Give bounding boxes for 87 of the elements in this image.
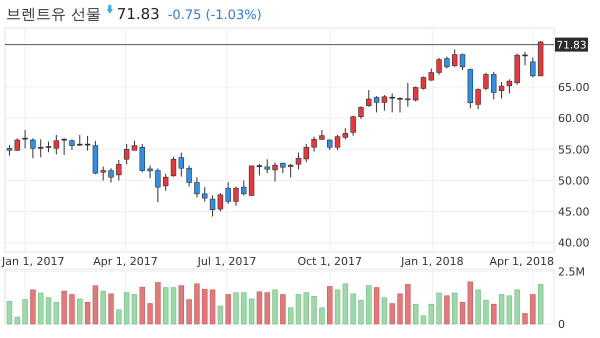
bar [108, 294, 114, 324]
bar [350, 294, 356, 324]
x-tick-label: Oct 1, 2017 [297, 255, 362, 268]
bar [132, 294, 138, 324]
bar [84, 302, 90, 324]
bar [483, 300, 489, 324]
bar [405, 284, 411, 324]
bar [69, 294, 75, 324]
bar [319, 307, 325, 324]
bar [374, 287, 380, 324]
x-tick-label: Jan 1, 2017 [1, 255, 64, 268]
bar [296, 294, 302, 324]
bar [342, 283, 348, 324]
bar [288, 307, 294, 324]
bar [334, 290, 340, 324]
y-tick-label: 55.00 [558, 143, 590, 156]
bar [389, 303, 395, 324]
bar [272, 290, 278, 324]
text: -0.75 (-1.03%) [168, 8, 262, 23]
bar [162, 287, 168, 324]
bar [194, 283, 200, 324]
bar [210, 290, 216, 324]
bar [61, 290, 67, 324]
x-tick-label: Apr 1, 2018 [489, 255, 554, 268]
bar [506, 295, 512, 324]
bar [92, 285, 98, 324]
bar [358, 300, 364, 324]
bar [530, 294, 536, 324]
bar [147, 303, 153, 324]
x-tick-label: Jul 1, 2017 [196, 255, 256, 268]
y-tick-label: 45.00 [558, 206, 590, 219]
y-tick-label: 60.00 [558, 112, 590, 126]
bar [248, 298, 254, 324]
bar [77, 298, 82, 324]
bar [186, 299, 192, 324]
bar [468, 282, 474, 324]
y-tick-label: 0 [558, 318, 565, 331]
bar [170, 287, 176, 324]
bar [412, 304, 418, 324]
bar [140, 286, 145, 324]
y-tick-label: 50.00 [558, 174, 590, 188]
bar [14, 316, 20, 324]
bar [311, 296, 317, 324]
bar [46, 297, 52, 324]
bar [178, 285, 184, 324]
bar [225, 294, 231, 324]
bar [326, 286, 332, 324]
bar [100, 290, 106, 324]
bar [491, 304, 496, 324]
bar [452, 292, 458, 324]
bar [382, 297, 388, 324]
bar [124, 292, 130, 324]
bar [522, 313, 528, 324]
bar [6, 301, 12, 324]
y-tick-label: 40.00 [558, 236, 590, 250]
ref-line-label: 71.83 [556, 40, 587, 52]
bar [538, 284, 544, 324]
bar [366, 285, 372, 324]
bar [38, 292, 44, 324]
bar [475, 290, 481, 324]
x-tick-label: Jan 1, 2018 [400, 255, 464, 268]
x-tick-label: Apr 1, 2017 [93, 255, 158, 268]
bar [514, 290, 520, 324]
bar [233, 292, 239, 324]
chart-title: 브렌트유 선물 [6, 5, 101, 23]
bar [202, 288, 208, 324]
bar [428, 304, 434, 324]
bar [280, 294, 286, 324]
y-tick-label: 2.5M [558, 265, 585, 278]
bar [444, 295, 450, 324]
bar [22, 299, 28, 324]
bar [218, 306, 224, 324]
bar [54, 302, 60, 324]
bar [498, 294, 504, 324]
bar [460, 302, 466, 324]
bar [241, 292, 247, 324]
bar [304, 292, 309, 324]
bar [264, 292, 270, 324]
y-tick-label: 65.00 [558, 81, 590, 94]
bar [30, 290, 36, 324]
bar [397, 294, 403, 324]
bar [155, 282, 161, 324]
bar [116, 309, 122, 324]
text: 71.83 [116, 5, 160, 23]
bar [436, 292, 442, 324]
bar [420, 315, 426, 324]
bar [256, 291, 262, 324]
